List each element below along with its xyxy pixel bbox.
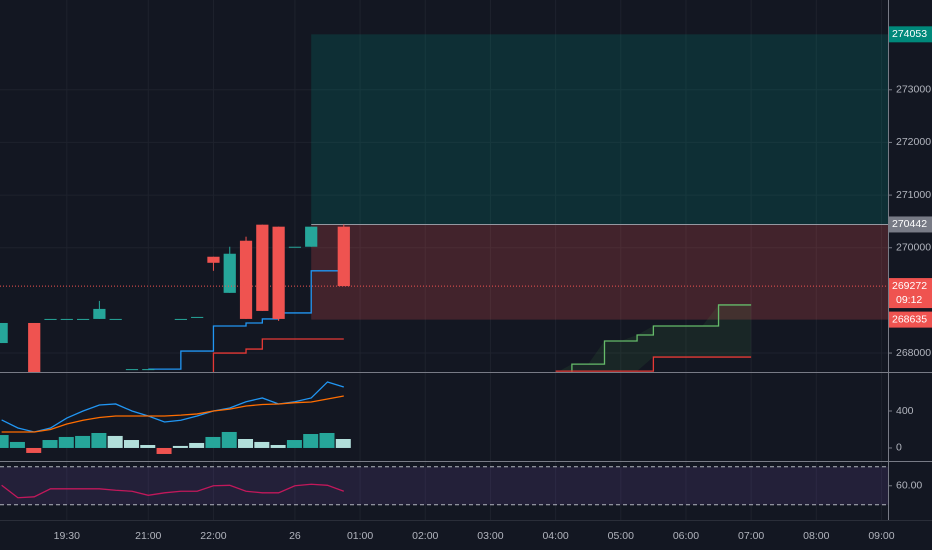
indicator-line (555, 356, 752, 372)
indicator-line (1, 483, 345, 499)
candle-body (93, 308, 106, 319)
candle-body (174, 318, 187, 320)
price-marker-label: 274053 (892, 28, 927, 40)
x-tick-label: 19:30 (54, 530, 80, 542)
candle-body (76, 318, 90, 320)
profit-zone (311, 34, 888, 225)
histogram-bar (286, 440, 302, 448)
candle-body (0, 322, 8, 344)
pane (0, 381, 351, 454)
y-tick-label: 268000 (896, 347, 931, 359)
candle-body (239, 240, 253, 319)
candle-body (256, 224, 269, 311)
x-tick-label: 06:00 (673, 530, 699, 542)
indicator-line (1, 395, 344, 433)
histogram-bar (107, 435, 123, 448)
histogram-bar (205, 436, 221, 448)
pane (0, 466, 888, 506)
x-tick-label: 08:00 (803, 530, 829, 542)
candle-body (288, 246, 302, 248)
y-tick-label: 60.00 (896, 480, 922, 492)
candle-body (125, 369, 139, 371)
x-tick-label: 26 (289, 530, 301, 542)
histogram-bar (58, 436, 74, 448)
current-price-marker (888, 278, 932, 309)
price-marker (888, 311, 932, 328)
x-tick-label: 21:00 (135, 530, 161, 542)
histogram-bar (26, 447, 42, 453)
loss-zone (311, 224, 888, 320)
histogram-bar (221, 431, 237, 448)
current-price-label: 269272 (892, 280, 927, 292)
candle-body (337, 226, 350, 287)
histogram-bar (0, 435, 9, 448)
candle-body (223, 253, 236, 293)
histogram-bar (172, 445, 188, 448)
x-tick-label: 01:00 (347, 530, 373, 542)
y-tick-label: 273000 (896, 84, 931, 96)
indicator-line (571, 304, 752, 372)
histogram-bar (75, 435, 91, 448)
histogram-bar (335, 439, 351, 448)
x-tick-label: 03:00 (477, 530, 503, 542)
histogram-bar (140, 445, 156, 448)
histogram-bar (189, 442, 205, 448)
candle-body (191, 316, 204, 318)
histogram-bar (9, 441, 25, 448)
y-tick-label: 270000 (896, 242, 931, 254)
histogram-bar (156, 447, 172, 454)
x-tick-label: 09:00 (868, 530, 894, 542)
candle-body (60, 318, 73, 320)
price-marker (888, 216, 932, 233)
price-marker (888, 26, 932, 43)
y-tick-label: 400 (896, 405, 914, 417)
candle-body (44, 318, 57, 320)
indicator-line (212, 338, 344, 372)
pane (0, 34, 888, 372)
x-tick-label: 05:00 (608, 530, 634, 542)
candle-body (28, 322, 41, 372)
x-tick-label: 07:00 (738, 530, 764, 542)
price-marker-label: 268635 (892, 313, 927, 325)
y-tick-label: 272000 (896, 136, 931, 148)
candle-body (272, 226, 285, 319)
price-marker-label: 270442 (892, 218, 927, 230)
x-tick-label: 02:00 (412, 530, 438, 542)
candle-body (142, 369, 155, 371)
histogram-bar (91, 432, 107, 448)
histogram-bar (238, 439, 254, 448)
countdown-label: 09:12 (896, 294, 922, 306)
y-tick-label: 271000 (896, 189, 931, 201)
candle-body (109, 318, 122, 320)
band (0, 466, 888, 505)
histogram-bar (319, 432, 335, 448)
candle-body (207, 256, 220, 263)
histogram-bar (303, 434, 319, 448)
indicator-line (148, 270, 344, 370)
histogram-bar (42, 440, 58, 448)
x-tick-label: 04:00 (542, 530, 568, 542)
x-tick-label: 22:00 (200, 530, 226, 542)
y-tick-label: 0 (896, 442, 902, 454)
candle-body (305, 226, 318, 247)
histogram-bar (123, 440, 139, 448)
histogram-bar (254, 441, 270, 448)
histogram-bar (270, 445, 286, 448)
